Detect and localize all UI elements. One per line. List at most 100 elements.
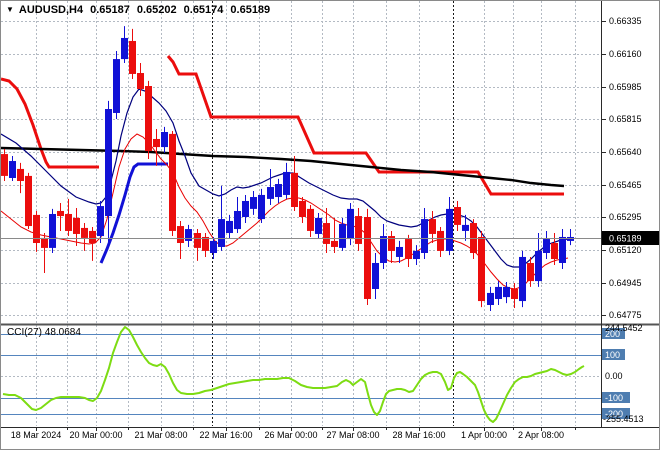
candle-body	[388, 236, 395, 251]
time-axis-label: 2 Apr 08:00	[518, 430, 564, 440]
time-axis-label: 18 Mar 2024	[11, 430, 62, 440]
cci-min-label: -255.4513	[603, 414, 644, 424]
candle-body	[347, 208, 354, 240]
candle-body	[258, 194, 265, 220]
candle-body	[299, 200, 306, 217]
candle-body	[364, 217, 371, 299]
candle-body	[503, 286, 510, 298]
candle-body	[41, 237, 48, 248]
cci-max-label: 244.5452	[605, 323, 643, 333]
candle-body	[121, 37, 128, 60]
candle-body	[242, 200, 249, 217]
cci-level-badge	[602, 392, 630, 403]
candle-body	[105, 109, 112, 217]
time-axis-label: 26 Mar 00:00	[264, 430, 317, 440]
time-axis-label: 22 Mar 16:00	[199, 430, 252, 440]
candle-body	[113, 59, 120, 113]
candle-body	[153, 138, 160, 148]
candles	[1, 26, 574, 312]
ohlc-low-value: 0.65174	[183, 3, 224, 16]
candle-body	[446, 208, 453, 251]
cci-indicator-label: CCI(27) 48.0684	[7, 327, 81, 338]
time-axis-label: 20 Mar 00:00	[69, 430, 122, 440]
price-axis-label: 0.66335	[609, 16, 642, 26]
candle-body	[396, 246, 403, 257]
candle-body	[137, 73, 144, 90]
candle-body	[372, 262, 379, 289]
price-axis-label: 0.66160	[609, 49, 642, 59]
symbol-timeframe-label: AUDUSD,H4	[18, 3, 84, 16]
price-axis-label: 0.64945	[609, 278, 642, 288]
candle-body	[57, 210, 64, 217]
chart-title: ▼ AUDUSD,H4 0.65187 0.65202 0.65174 0.65…	[6, 3, 270, 16]
time-axis-label: 27 Mar 08:00	[326, 430, 379, 440]
candle-body	[380, 236, 387, 263]
time-axis-label: 28 Mar 16:00	[392, 430, 445, 440]
candle-body	[454, 207, 461, 225]
candle-body	[81, 227, 88, 238]
ohlc-open-value: 0.65187	[90, 3, 130, 16]
candle-body	[89, 230, 96, 244]
candle-body	[331, 240, 338, 247]
candle-body	[185, 229, 192, 241]
current-price-box	[602, 231, 659, 245]
ohlc-close-value: 0.65189	[230, 3, 271, 16]
candle-body	[487, 292, 494, 306]
candle-body	[33, 214, 40, 244]
candle-body	[177, 226, 184, 244]
candle-body	[169, 133, 176, 231]
candle-body	[405, 239, 412, 260]
candle-body	[559, 236, 566, 263]
time-axis-label: 1 Apr 00:00	[461, 430, 507, 440]
frame-lines	[1, 1, 659, 428]
price-axis-label: 0.65120	[609, 245, 642, 255]
cci-axis[interactable]: 200 100 -100 -200 0.00 244.5452 -255.4513	[602, 323, 644, 424]
time-axis[interactable]: 18 Mar 2024 20 Mar 00:00 21 Mar 08:00 22 Ma…	[11, 427, 576, 440]
candle-body	[551, 243, 558, 260]
candle-body	[413, 250, 420, 260]
candle-body	[421, 219, 428, 253]
candle-body	[275, 184, 282, 198]
candle-body	[210, 240, 217, 253]
candle-body	[250, 197, 257, 209]
price-axis-label: 0.65640	[609, 147, 642, 157]
candle-body	[218, 219, 225, 247]
candle-body	[315, 217, 322, 234]
cci-level-label: -200	[605, 409, 623, 419]
candle-body	[65, 213, 72, 231]
candle-body	[437, 230, 444, 251]
cci-level-label: 100	[605, 350, 620, 360]
price-axis-label: 0.65295	[609, 212, 642, 222]
candle-body	[9, 161, 16, 178]
candle-body	[226, 220, 233, 234]
candle-body	[73, 217, 80, 234]
time-axis-label: 21 Mar 08:00	[134, 430, 187, 440]
candle-body	[339, 223, 346, 248]
price-axis-label: 0.64775	[609, 310, 642, 320]
price-axis[interactable]: 0.66335 0.66160 0.65985 0.65815 0.65640 0.654…	[601, 16, 660, 320]
candle-body	[535, 250, 542, 282]
candle-body	[527, 262, 534, 282]
cci-level-label: -100	[605, 393, 623, 403]
candle-body	[478, 236, 485, 302]
price-axis-label: 0.65465	[609, 180, 642, 190]
price-axis-label: 0.65815	[609, 114, 642, 124]
cci-level-label: 200	[605, 329, 620, 339]
candle-body	[307, 208, 314, 231]
candle-body	[543, 239, 550, 253]
candle-body	[291, 172, 298, 208]
candle-body	[267, 187, 274, 199]
symbol-dropdown-icon[interactable]: ▼	[6, 4, 14, 14]
candle-body	[97, 206, 104, 237]
cci-curve	[2, 326, 585, 423]
candle-body	[462, 224, 469, 231]
candle-body	[25, 175, 32, 227]
price-axis-label: 0.65985	[609, 82, 642, 92]
candle-body	[129, 40, 136, 74]
candle-body	[194, 233, 201, 248]
candle-body	[519, 256, 526, 302]
cci-level-badge	[602, 408, 630, 419]
candle-body	[161, 132, 168, 148]
